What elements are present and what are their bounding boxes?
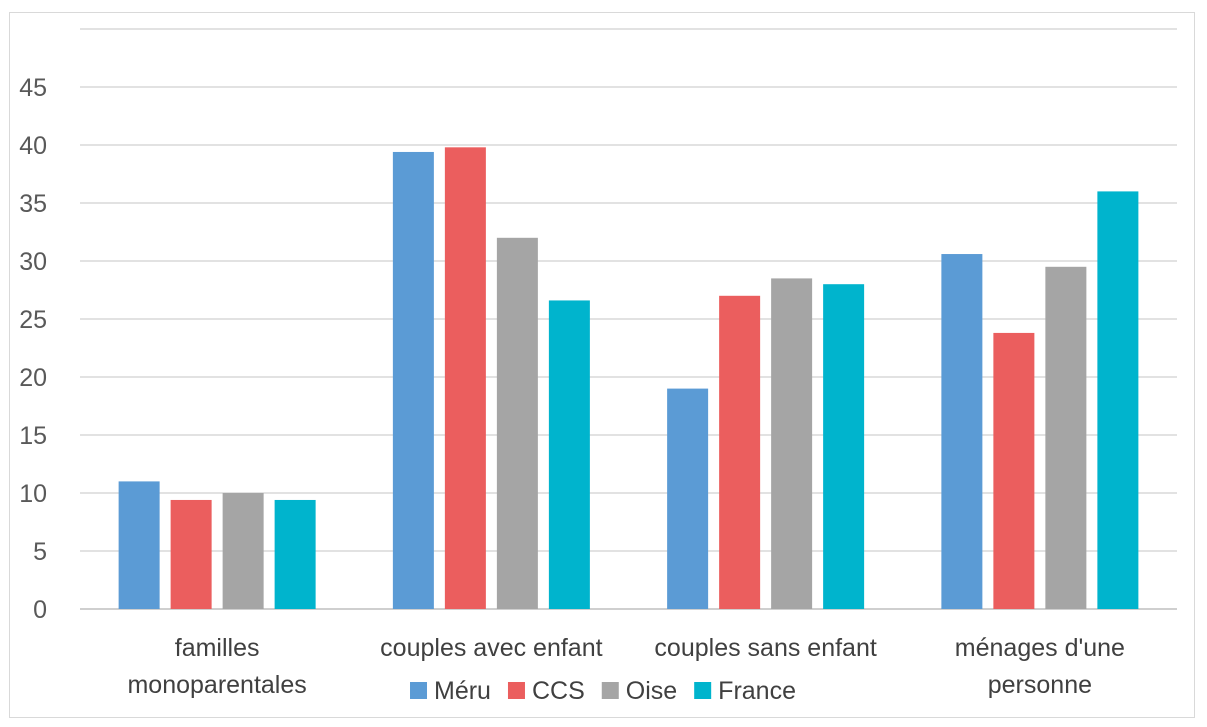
y-tick-label: 10	[19, 480, 47, 508]
legend: Méru CCS Oise France	[410, 677, 796, 705]
x-category-label: ménages d'une	[955, 634, 1125, 662]
bar-m-ru	[941, 254, 983, 610]
y-tick-label: 35	[19, 190, 47, 218]
bar-oise	[222, 493, 264, 609]
y-tick-label: 30	[19, 248, 47, 276]
y-tick-label: 45	[19, 74, 47, 102]
y-tick-label: 5	[33, 538, 47, 566]
x-axis-labels: familles monoparentales couples avec enfan…	[127, 634, 1124, 699]
x-category-label: couples avec enfant	[380, 634, 602, 662]
bar-france	[1097, 191, 1139, 609]
bars	[118, 147, 1139, 610]
legend-swatch	[601, 682, 619, 699]
bar-ccs	[993, 332, 1035, 609]
y-tick-label: 20	[19, 364, 47, 392]
bar-m-ru	[392, 151, 434, 609]
bar-ccs	[170, 499, 212, 609]
y-tick-label: 25	[19, 306, 47, 334]
legend-label: France	[718, 677, 796, 705]
bar-oise	[496, 237, 538, 610]
legend-swatch	[410, 682, 428, 699]
bar-france	[823, 284, 865, 609]
legend-swatch	[507, 682, 525, 699]
bar-oise	[1045, 266, 1087, 609]
x-category-label: couples sans enfant	[654, 634, 876, 662]
y-tick-label: 15	[19, 422, 47, 450]
x-category-label: familles	[175, 634, 260, 662]
y-tick-label: 0	[33, 596, 47, 624]
y-tick-label: 40	[19, 132, 47, 160]
bar-ccs	[719, 295, 761, 609]
bar-m-ru	[118, 481, 160, 609]
x-category-label: monoparentales	[127, 671, 306, 699]
legend-swatch	[694, 682, 712, 699]
chart-frame	[9, 12, 1195, 718]
bar-france	[274, 499, 316, 609]
bar-oise	[771, 278, 813, 609]
legend-label: Oise	[626, 677, 677, 705]
bar-france	[548, 300, 590, 609]
x-category-label: personne	[988, 671, 1092, 699]
legend-label: Méru	[434, 677, 491, 705]
bar-ccs	[444, 147, 486, 609]
y-axis-ticks: 0 5 10 15 20 25 30 35 40 45	[19, 74, 47, 624]
bar-m-ru	[667, 388, 709, 609]
legend-label: CCS	[532, 677, 585, 705]
